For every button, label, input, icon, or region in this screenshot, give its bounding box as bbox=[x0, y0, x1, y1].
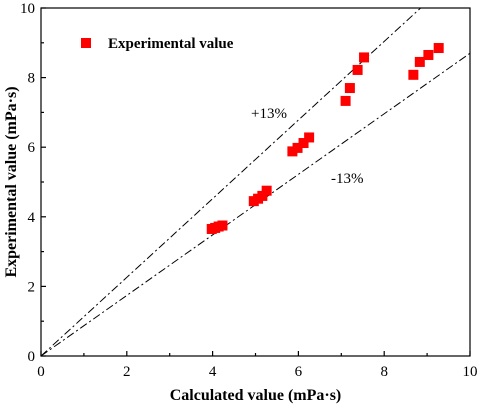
plot-frame bbox=[40, 7, 471, 357]
data-point bbox=[257, 190, 268, 201]
data-point bbox=[344, 83, 355, 94]
x-axis: 0 2 4 6 8 10 bbox=[37, 351, 478, 380]
data-point bbox=[408, 69, 419, 80]
x-axis-title: Calculated value (mPa·s) bbox=[170, 387, 342, 404]
y-tick-label: 8 bbox=[28, 71, 36, 87]
x-tick-label: 6 bbox=[295, 364, 303, 380]
y-tick-label: 4 bbox=[28, 210, 36, 226]
data-point bbox=[423, 49, 434, 60]
y-tick-label: 6 bbox=[28, 140, 36, 156]
data-point bbox=[217, 220, 228, 231]
data-point bbox=[261, 185, 272, 196]
legend-label: Experimental value bbox=[108, 36, 234, 52]
x-tick-label: 0 bbox=[37, 364, 45, 380]
x-tick-label: 8 bbox=[380, 364, 388, 380]
y-tick-label: 0 bbox=[28, 349, 36, 365]
data-point bbox=[352, 64, 363, 75]
data-point bbox=[340, 95, 351, 106]
data-points bbox=[206, 43, 444, 234]
data-point bbox=[287, 146, 298, 157]
plus-13-line bbox=[40, 7, 421, 357]
data-point bbox=[414, 56, 425, 67]
data-point bbox=[304, 132, 315, 143]
data-point bbox=[433, 43, 444, 54]
data-point bbox=[359, 52, 370, 63]
data-point bbox=[292, 142, 303, 153]
ref-label-plus: +13% bbox=[251, 106, 287, 122]
y-axis-title: Experimental value (mPa·s) bbox=[3, 86, 20, 277]
legend-marker bbox=[81, 38, 91, 48]
x-tick-label: 2 bbox=[123, 364, 131, 380]
data-point bbox=[298, 138, 309, 149]
x-tick-label: 10 bbox=[463, 364, 478, 380]
y-tick-label: 10 bbox=[20, 1, 35, 17]
legend: Experimental value bbox=[81, 36, 234, 52]
x-tick-label: 4 bbox=[209, 364, 217, 380]
reference-lines bbox=[40, 7, 471, 357]
ref-label-minus: -13% bbox=[331, 171, 364, 187]
y-tick-label: 2 bbox=[28, 279, 36, 295]
y-axis: 0 2 4 6 8 10 bbox=[20, 1, 46, 365]
